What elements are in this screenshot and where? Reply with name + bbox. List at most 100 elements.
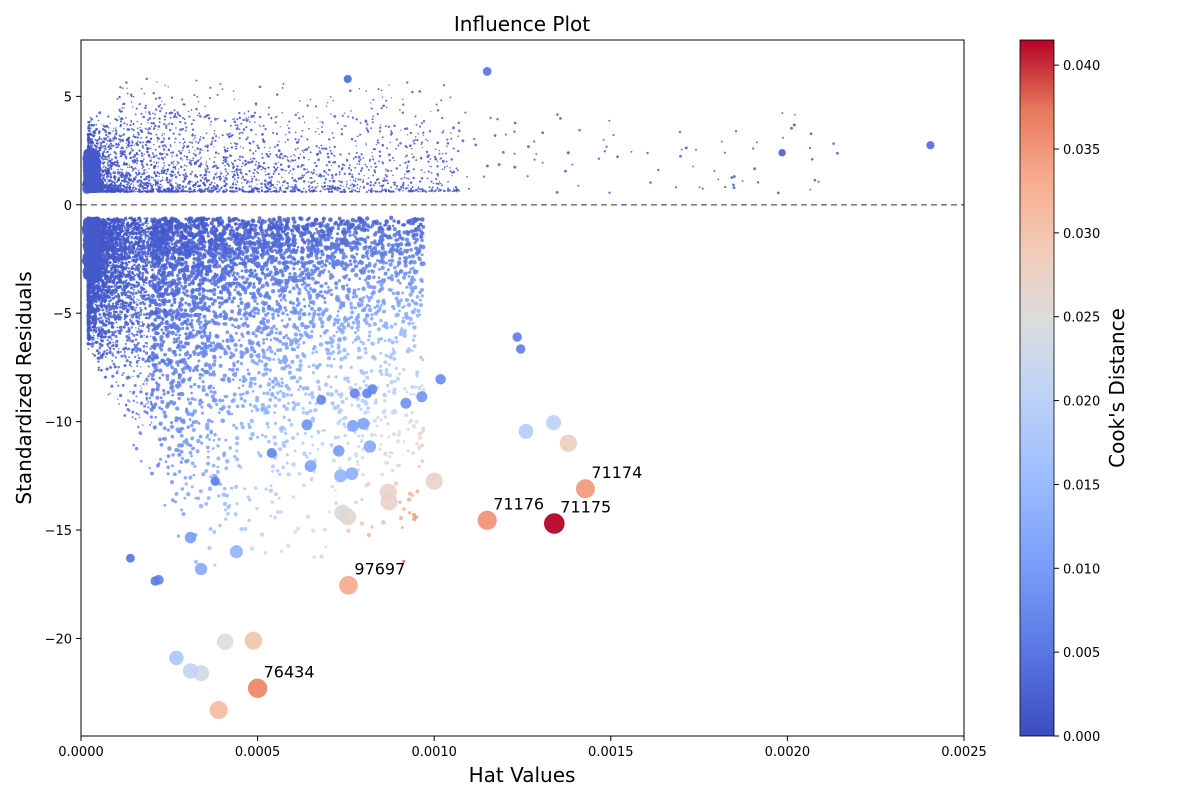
residual-point bbox=[343, 188, 346, 191]
residual-point bbox=[129, 151, 132, 154]
residual-point bbox=[430, 165, 433, 168]
residual-point bbox=[413, 307, 417, 311]
residual-point bbox=[756, 181, 760, 184]
residual-point bbox=[441, 168, 444, 171]
residual-point bbox=[125, 146, 128, 149]
residual-point bbox=[245, 181, 248, 184]
residual-point bbox=[231, 133, 234, 137]
residual-point bbox=[247, 116, 250, 119]
residual-point bbox=[165, 146, 168, 148]
residual-point bbox=[289, 170, 292, 172]
residual-point bbox=[167, 149, 170, 152]
residual-point bbox=[442, 130, 445, 132]
residual-point bbox=[108, 144, 111, 147]
residual-point bbox=[365, 142, 367, 144]
residual-point bbox=[262, 124, 265, 127]
residual-point bbox=[137, 131, 140, 134]
residual-point bbox=[194, 182, 197, 184]
residual-point bbox=[388, 84, 390, 86]
residual-point bbox=[150, 176, 152, 179]
residual-point bbox=[314, 105, 318, 108]
residual-point bbox=[408, 144, 412, 148]
residual-point bbox=[106, 174, 109, 177]
residual-point bbox=[226, 162, 229, 166]
residual-point bbox=[261, 152, 264, 155]
residual-point bbox=[366, 182, 369, 186]
residual-point bbox=[128, 187, 131, 191]
residual-point bbox=[90, 123, 94, 127]
residual-point bbox=[290, 155, 292, 158]
residual-point bbox=[437, 174, 439, 177]
residual-point bbox=[241, 182, 243, 184]
residual-point bbox=[112, 128, 115, 130]
residual-point bbox=[179, 141, 181, 144]
residual-point bbox=[322, 123, 324, 125]
residual-point bbox=[302, 180, 306, 183]
residual-point bbox=[235, 404, 240, 409]
residual-point bbox=[266, 182, 269, 184]
residual-point bbox=[250, 180, 253, 183]
residual-point bbox=[132, 156, 135, 159]
residual-point bbox=[333, 154, 335, 156]
residual-point bbox=[240, 146, 242, 148]
residual-point bbox=[144, 104, 147, 107]
residual-point bbox=[268, 106, 271, 109]
residual-point bbox=[359, 169, 363, 172]
residual-point bbox=[272, 184, 274, 186]
residual-point bbox=[374, 190, 376, 192]
residual-point bbox=[397, 188, 399, 191]
residual-point bbox=[427, 160, 430, 163]
residual-point bbox=[274, 162, 277, 165]
residual-point bbox=[236, 180, 238, 182]
residual-point bbox=[411, 153, 413, 155]
residual-point bbox=[340, 128, 343, 131]
residual-point bbox=[260, 182, 263, 185]
residual-point bbox=[255, 133, 257, 136]
residual-point bbox=[400, 177, 402, 180]
residual-point bbox=[336, 122, 339, 125]
residual-point bbox=[130, 180, 132, 182]
residual-point bbox=[300, 135, 303, 138]
residual-point bbox=[137, 153, 139, 156]
residual-point bbox=[253, 189, 255, 192]
residual-point bbox=[111, 161, 114, 165]
residual-point bbox=[120, 187, 123, 190]
residual-point bbox=[105, 156, 108, 159]
residual-point bbox=[135, 412, 138, 415]
residual-point bbox=[292, 179, 295, 182]
residual-point bbox=[281, 157, 283, 159]
residual-point bbox=[240, 171, 242, 173]
residual-point bbox=[277, 260, 282, 265]
residual-point bbox=[143, 171, 145, 173]
residual-point bbox=[207, 187, 210, 190]
residual-point bbox=[89, 143, 91, 146]
residual-point bbox=[351, 173, 354, 176]
residual-point bbox=[445, 145, 448, 148]
residual-point bbox=[196, 176, 199, 178]
residual-point bbox=[218, 407, 222, 411]
residual-point bbox=[101, 174, 104, 177]
residual-point bbox=[273, 170, 276, 173]
residual-point bbox=[95, 127, 97, 130]
residual-point bbox=[435, 148, 437, 151]
residual-point bbox=[126, 123, 129, 126]
residual-point bbox=[126, 173, 129, 176]
residual-point bbox=[776, 191, 780, 195]
residual-point bbox=[154, 148, 157, 151]
residual-point bbox=[258, 190, 261, 193]
residual-point bbox=[343, 433, 347, 438]
residual-point bbox=[125, 175, 128, 178]
residual-point bbox=[329, 190, 331, 193]
residual-point bbox=[267, 166, 270, 169]
residual-point bbox=[220, 259, 225, 264]
residual-point bbox=[114, 175, 116, 178]
residual-point bbox=[185, 126, 188, 129]
residual-point bbox=[118, 143, 120, 146]
residual-point bbox=[200, 162, 203, 165]
residual-point bbox=[435, 182, 438, 185]
residual-point bbox=[390, 131, 393, 135]
residual-point bbox=[179, 391, 185, 397]
residual-point bbox=[253, 157, 256, 160]
residual-point bbox=[229, 124, 232, 127]
residual-point bbox=[329, 149, 332, 152]
